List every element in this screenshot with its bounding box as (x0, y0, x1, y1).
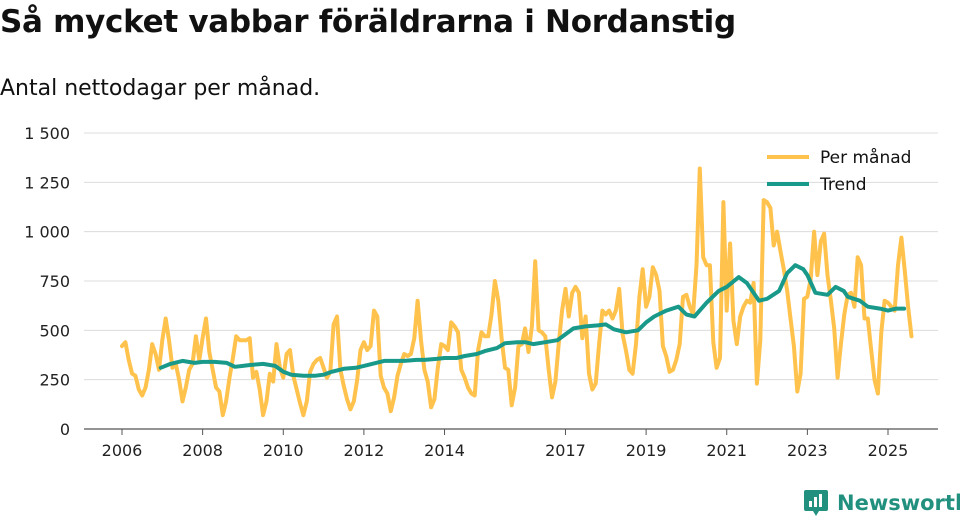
x-tick-label: 2006 (102, 441, 143, 460)
x-tick-label: 2021 (706, 441, 747, 460)
legend-label: Per månad (820, 147, 911, 168)
y-tick-label: 750 (39, 272, 70, 291)
x-tick-label: 2023 (787, 441, 828, 460)
y-tick-label: 250 (39, 371, 70, 390)
x-tick-label: 2008 (182, 441, 223, 460)
legend-label: Trend (819, 175, 867, 195)
series-layer (120, 166, 914, 418)
y-tick-label: 0 (60, 420, 70, 439)
y-tick-label: 500 (39, 321, 70, 340)
newsworthy-logo[interactable]: Newsworthy (803, 488, 960, 518)
axis-layer: 0 250 500 750 1 000 1 250 1 500 2006 2008 2010 201… (24, 124, 908, 460)
x-tick-label: 2019 (626, 441, 667, 460)
grid-layer (84, 132, 938, 430)
brand-name: Newsworthy (837, 491, 960, 515)
y-tick-label: 1 250 (24, 173, 70, 192)
series-line-trend (158, 263, 907, 378)
legend: Per månad Trend (767, 147, 911, 195)
chart-subtitle: Antal nettodagar per månad. (0, 76, 321, 101)
series-line-per-manad (120, 166, 914, 418)
newsworthy-logo-icon (804, 490, 828, 516)
x-tick-label: 2012 (344, 441, 385, 460)
y-tick-label: 1 500 (24, 124, 70, 143)
y-tick-label: 1 000 (24, 223, 70, 242)
x-tick-label: 2025 (868, 441, 909, 460)
chart-title: Så mycket vabbar föräldrarna i Nordansti… (0, 4, 736, 40)
x-tick-label: 2017 (545, 441, 586, 460)
x-tick-label: 2014 (424, 441, 465, 460)
x-tick-label: 2010 (263, 441, 304, 460)
